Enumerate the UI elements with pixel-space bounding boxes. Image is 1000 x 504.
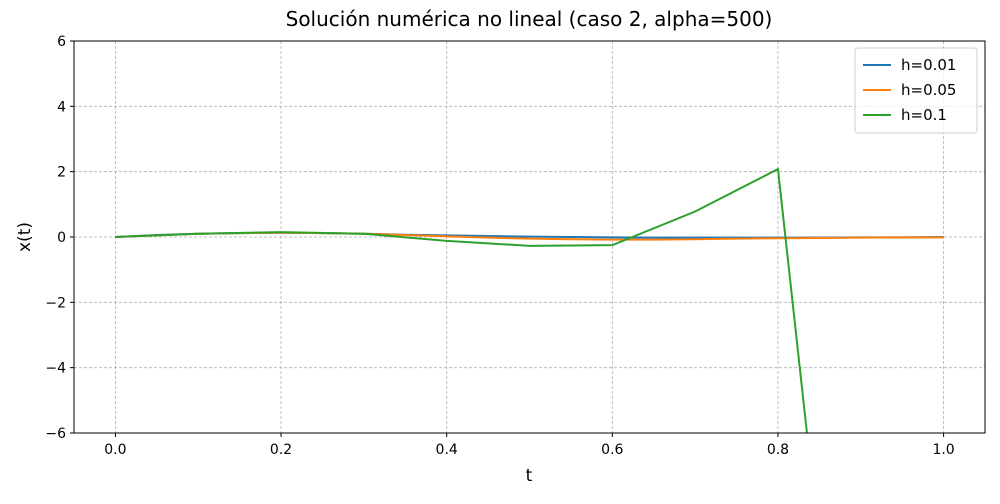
x-axis-label: t bbox=[526, 466, 533, 486]
legend-label: h=0.1 bbox=[901, 106, 947, 124]
y-axis-label: x(t) bbox=[15, 222, 35, 252]
x-tick-label: 0.2 bbox=[270, 442, 292, 458]
y-tick-label: 2 bbox=[57, 165, 66, 181]
x-tick-label: 0.4 bbox=[436, 442, 458, 458]
y-tick-label: 6 bbox=[57, 34, 66, 50]
x-tick-label: 0.6 bbox=[601, 442, 623, 458]
x-tick-label: 1.0 bbox=[932, 442, 954, 458]
y-tick-label: −4 bbox=[45, 361, 66, 377]
plot-area bbox=[115, 167, 944, 433]
x-tick-label: 0.0 bbox=[104, 442, 126, 458]
y-tick-label: −6 bbox=[45, 426, 66, 442]
y-tick-label: 4 bbox=[57, 99, 66, 115]
legend-box bbox=[854, 47, 978, 134]
legend-label: h=0.05 bbox=[901, 81, 956, 99]
x-tick-label: 0.8 bbox=[767, 442, 789, 458]
chart-title: Solución numérica no lineal (caso 2, alp… bbox=[286, 7, 773, 31]
legend-label: h=0.01 bbox=[901, 56, 956, 74]
data-line bbox=[115, 167, 808, 433]
ticks: 0.0 0.2 0.4 0.6 0.8 1.0 −6 −4 −2 0 2 4 6 bbox=[45, 34, 954, 458]
y-tick-label: −2 bbox=[45, 295, 66, 311]
legend: h=0.01 h=0.05 h=0.1 bbox=[854, 47, 978, 134]
y-tick-label: 0 bbox=[57, 230, 66, 246]
